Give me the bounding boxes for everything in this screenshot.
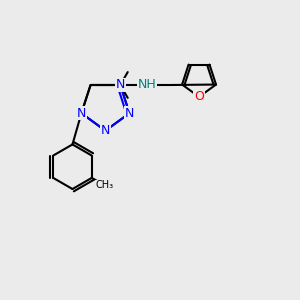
Text: N: N — [125, 107, 134, 120]
Text: O: O — [194, 90, 204, 104]
Text: NH: NH — [138, 79, 156, 92]
Text: CH₃: CH₃ — [96, 180, 114, 190]
Text: N: N — [101, 124, 110, 137]
Text: N: N — [77, 107, 86, 120]
Text: N: N — [116, 79, 125, 92]
